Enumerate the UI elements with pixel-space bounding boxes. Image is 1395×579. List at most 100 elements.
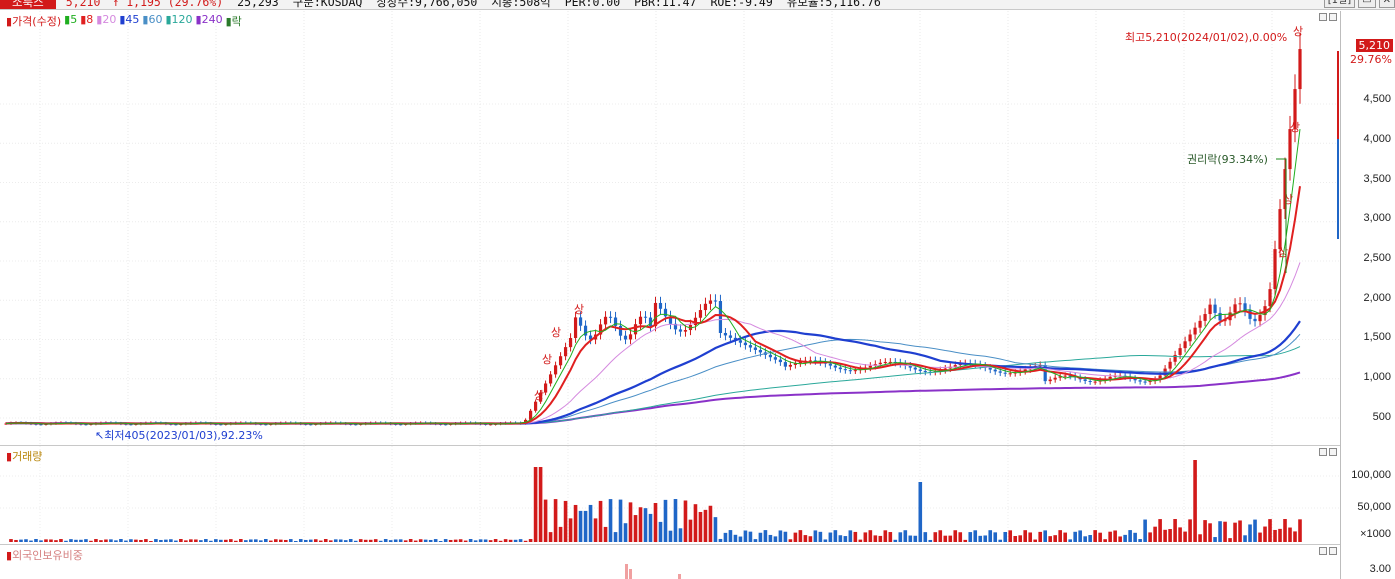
legend-item[interactable]: ▮120 bbox=[165, 13, 193, 26]
close-icon[interactable]: ✕ bbox=[1378, 0, 1395, 8]
candle-body bbox=[1283, 169, 1287, 210]
volume-chart[interactable] bbox=[0, 446, 1340, 545]
candle-body bbox=[888, 361, 892, 363]
legend-item[interactable]: ▮20 bbox=[96, 13, 117, 26]
volume-bar bbox=[139, 539, 143, 542]
current-price: 5,210 bbox=[65, 0, 101, 9]
volume-bar bbox=[673, 499, 678, 542]
volume-bar bbox=[1033, 539, 1038, 542]
candle-body bbox=[1218, 312, 1222, 321]
candle-body bbox=[523, 419, 528, 424]
legend-item[interactable]: ▮가격(수정) bbox=[6, 15, 62, 28]
volume-bar bbox=[19, 539, 23, 542]
volume-bar bbox=[548, 532, 553, 542]
price-legend: ▮가격(수정) ▮5 ▮8 ▮20 ▮45 ▮60 ▮120 ▮240 ▮락 bbox=[6, 13, 242, 29]
volume-bar bbox=[708, 505, 713, 542]
volume-bar bbox=[1078, 530, 1082, 542]
y-tick: 1,000 bbox=[1363, 371, 1391, 383]
legend-item[interactable]: ▮락 bbox=[225, 15, 242, 28]
volume-bar bbox=[733, 534, 738, 542]
restore-icon[interactable]: ▭ bbox=[1358, 0, 1376, 8]
candle-body bbox=[84, 424, 88, 426]
minimize-icon[interactable] bbox=[1319, 13, 1327, 21]
volume-bar bbox=[588, 504, 593, 542]
limit-up-marker: 상 bbox=[574, 303, 584, 316]
volume-bar bbox=[9, 539, 13, 542]
candle-body bbox=[713, 300, 718, 302]
volume-bar bbox=[883, 530, 888, 542]
volume-bar bbox=[1018, 535, 1023, 542]
volume-bar bbox=[948, 535, 953, 542]
candle-body bbox=[793, 363, 797, 365]
volume-bar bbox=[199, 540, 203, 542]
volume-bar bbox=[553, 499, 558, 542]
volume-bar bbox=[333, 539, 338, 542]
price-plot-area[interactable]: 최고5,210(2024/01/02),0.00% 상 상 상 상 상 상 상 상 권리락(93.… bbox=[0, 11, 1340, 446]
candle-body bbox=[903, 363, 907, 366]
volume-bar bbox=[498, 540, 503, 542]
candle-body bbox=[613, 317, 618, 326]
volume-bar bbox=[683, 500, 688, 542]
volume-bar bbox=[109, 539, 113, 542]
volume-bar bbox=[249, 539, 253, 542]
legend-item[interactable]: ▮60 bbox=[142, 13, 163, 26]
candle-body bbox=[39, 424, 43, 426]
foreign-ownership-chart[interactable] bbox=[0, 545, 1340, 579]
volume-bar bbox=[963, 539, 968, 542]
volume-bar bbox=[688, 519, 693, 542]
candle-body bbox=[563, 347, 568, 357]
period-button[interactable]: [1일] bbox=[1323, 0, 1356, 8]
volume-bar bbox=[478, 539, 483, 542]
current-pct-label: 29.76% bbox=[1350, 53, 1392, 66]
candle-body bbox=[678, 329, 683, 332]
legend-item[interactable]: ▮8 bbox=[80, 13, 94, 26]
volume-bar bbox=[328, 540, 333, 542]
volume-bar bbox=[129, 539, 133, 542]
candle-body bbox=[174, 424, 178, 426]
candle-body bbox=[778, 359, 783, 363]
volume-bar bbox=[628, 502, 633, 542]
price-chart[interactable]: 최고5,210(2024/01/02),0.00% 상상상상상상상상권리락(93.… bbox=[0, 11, 1340, 446]
volume-bar bbox=[573, 504, 578, 542]
legend-item[interactable]: ▮5 bbox=[64, 13, 78, 26]
foreign-plot-area[interactable] bbox=[0, 545, 1340, 579]
limit-up-marker: 상 bbox=[1278, 246, 1288, 259]
volume-bar bbox=[368, 539, 373, 542]
candle-body bbox=[1278, 209, 1282, 250]
maximize-icon[interactable] bbox=[1329, 448, 1337, 456]
foreign-y-axis: 3.00 bbox=[1340, 545, 1395, 579]
minimize-icon[interactable] bbox=[1319, 547, 1327, 555]
legend-item[interactable]: ▮45 bbox=[119, 13, 140, 26]
volume-bar bbox=[49, 539, 53, 542]
volume-bar bbox=[119, 539, 123, 542]
volume-bar bbox=[778, 530, 783, 542]
volume-bar bbox=[808, 536, 813, 542]
candle-body bbox=[1008, 373, 1012, 375]
volume-bar bbox=[613, 532, 618, 542]
legend-item[interactable]: ▮240 bbox=[195, 13, 223, 26]
candle-body bbox=[444, 424, 448, 426]
volume-plot-area[interactable] bbox=[0, 446, 1340, 545]
volume-bar bbox=[933, 532, 938, 542]
volume-bar bbox=[723, 532, 728, 542]
volume-bar bbox=[298, 539, 303, 542]
volume-bar bbox=[903, 530, 908, 542]
volume-bar bbox=[483, 539, 488, 542]
candle-body bbox=[733, 337, 738, 341]
volume-bar bbox=[458, 539, 463, 542]
maximize-icon[interactable] bbox=[1329, 13, 1337, 21]
volume-bar bbox=[209, 540, 213, 542]
volume-bar bbox=[1023, 530, 1028, 542]
stock-name-tag[interactable]: 소룩스 bbox=[0, 0, 56, 9]
volume-bar bbox=[413, 540, 418, 542]
limit-up-marker: 상 bbox=[1290, 121, 1300, 134]
candle-body bbox=[683, 330, 688, 332]
candle-body bbox=[1048, 379, 1052, 382]
volume-bar bbox=[24, 539, 28, 542]
volume-bar bbox=[618, 499, 623, 542]
foreign-bar bbox=[678, 574, 681, 579]
volume-value: 25,293 bbox=[237, 0, 279, 9]
volume-bar bbox=[923, 532, 928, 542]
minimize-icon[interactable] bbox=[1319, 448, 1327, 456]
maximize-icon[interactable] bbox=[1329, 547, 1337, 555]
